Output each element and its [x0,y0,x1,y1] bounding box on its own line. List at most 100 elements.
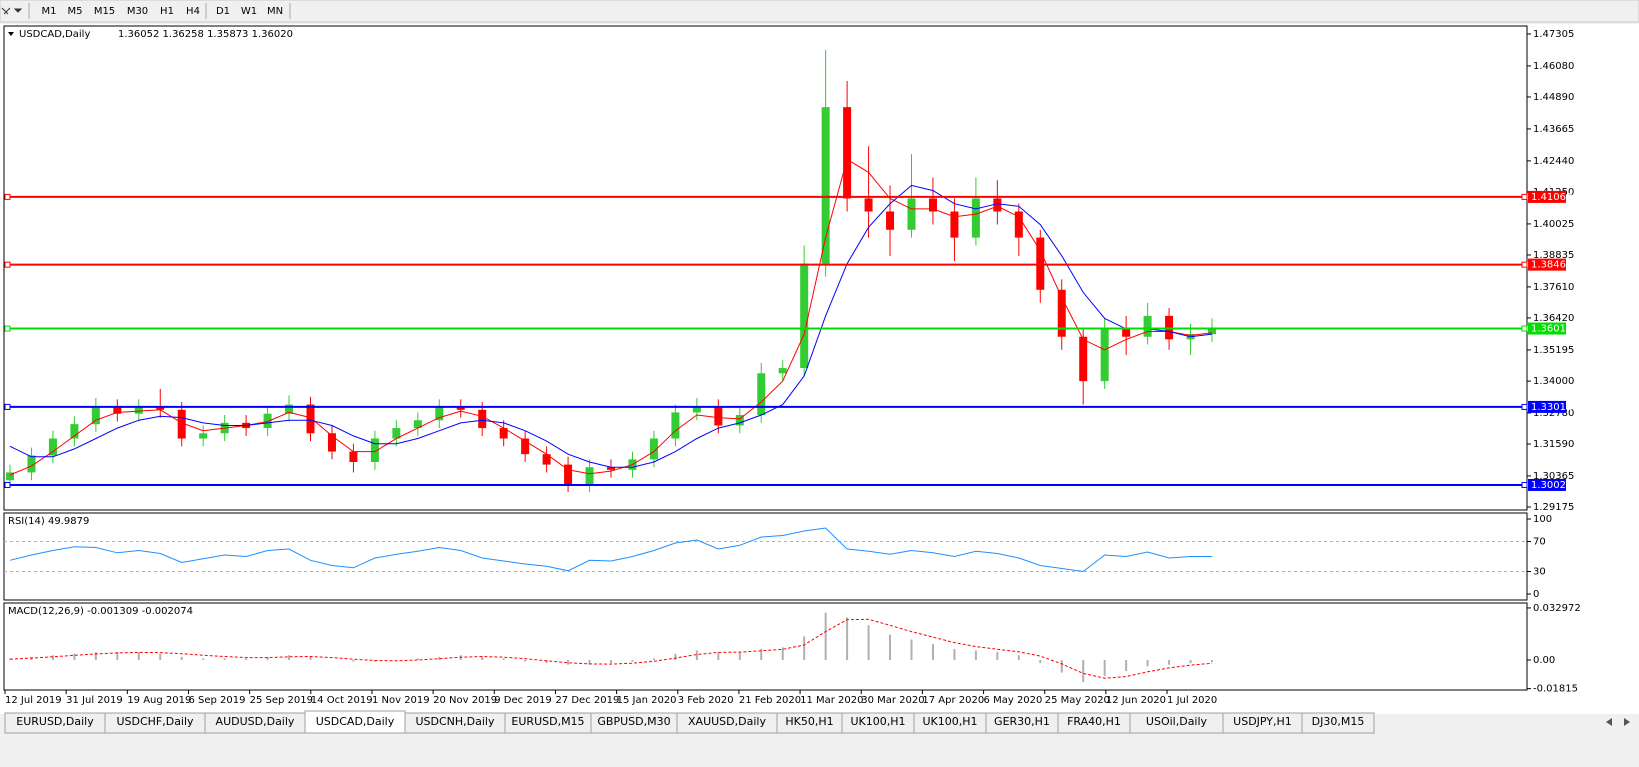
tab-label[interactable]: GBPUSD,M30 [597,715,670,728]
tab-label[interactable]: DJ30,M15 [1312,715,1365,728]
candle-body [91,407,100,425]
x-tick-label: 20 Nov 2019 [433,695,497,706]
y-tick-label: 0 [1533,589,1539,600]
y-tick-label: 1.38835 [1533,250,1574,261]
y-tick-label: 1.36420 [1533,313,1574,324]
x-tick-label: 6 Sep 2019 [188,695,245,706]
tab-label[interactable]: USDCNH,Daily [415,715,495,728]
tab-label[interactable]: HK50,H1 [785,715,833,728]
candle-body [821,107,830,264]
tab-label[interactable]: USDCAD,Daily [316,715,395,728]
tab-scroll-right[interactable] [1624,718,1630,726]
timeframe-button[interactable]: M1 [42,6,57,17]
tab[interactable] [1301,712,1375,734]
tab-label[interactable]: USDCHF,Daily [116,715,194,728]
candle-body [607,467,615,470]
x-tick-label: 14 Oct 2019 [311,695,373,706]
x-tick-label: 1 Nov 2019 [372,695,430,706]
candle-body [156,407,165,410]
y-tick-label: 1.31590 [1533,439,1574,450]
candle-body [6,472,14,481]
level-handle [4,261,11,268]
candle-body [327,433,336,452]
x-tick-label: 25 Sep 2019 [250,695,313,706]
tab-label[interactable]: FRA40,H1 [1067,715,1121,728]
level-handle [4,403,11,410]
candle-body [521,438,530,455]
candle-body [113,407,122,414]
x-tick-label: 27 Dec 2019 [555,695,619,706]
candle-body [1057,289,1066,337]
level-label: 1.30020 [1531,480,1572,491]
y-tick-label: 1.37610 [1533,282,1574,293]
timeframe-button[interactable]: H1 [160,6,174,17]
y-tick-label: 1.44890 [1533,92,1574,103]
toolbar [0,0,1639,23]
candle-body [285,404,294,414]
panel-frame [3,602,1528,691]
tab-label[interactable]: GER30,H1 [994,715,1050,728]
tab-label[interactable]: USDJPY,H1 [1233,715,1292,728]
tab-label[interactable]: EURUSD,M15 [511,715,584,728]
y-tick-label: -0.01815 [1533,684,1578,695]
candle-body [864,198,873,212]
chart-menu-icon[interactable] [8,32,14,36]
ohlc-values: 1.36052 1.36258 1.35873 1.36020 [118,29,293,40]
candle-body [1014,211,1023,238]
candle-body [134,407,143,414]
candle-body [649,438,658,460]
x-tick-label: 12 Jul 2019 [5,695,62,706]
indicator-line [9,158,1213,476]
timeframe-button[interactable]: W1 [241,6,257,17]
tab-label[interactable]: XAUUSD,Daily [688,715,766,728]
y-tick-label: 1.34000 [1533,376,1574,387]
indicator-line [9,527,1212,573]
level-label-box [1528,190,1566,203]
x-tick-label: 6 May 2020 [984,695,1043,706]
level-handle [1521,193,1528,200]
y-tick-label: 1.29175 [1533,502,1574,513]
timeframe-button[interactable]: D1 [216,6,230,17]
tab-label[interactable]: AUDUSD,Daily [216,715,295,728]
candle-body [1208,328,1216,335]
candle-body [971,198,980,238]
panel-title: USDCAD,Daily [19,29,90,40]
tab-label[interactable]: UK100,H1 [922,715,977,728]
candle-body [1122,328,1131,337]
y-tick-label: 0.00 [1533,655,1555,666]
candle-body [456,407,465,410]
candle-body [800,263,809,369]
timeframe-button[interactable]: M5 [68,6,83,17]
tab-label[interactable]: EURUSD,Daily [16,715,94,728]
level-label-box [1528,400,1566,413]
timeframe-button[interactable]: MN [267,6,283,17]
candle-body [843,107,852,199]
tab-label[interactable]: USOil,Daily [1146,715,1208,728]
candle-body [306,404,315,434]
candle-body [778,368,787,374]
x-tick-label: 15 Jan 2020 [617,695,677,706]
level-label: 1.33011 [1531,402,1572,413]
candle-body [499,428,508,439]
x-tick-label: 9 Dec 2019 [494,695,552,706]
level-handle [1521,481,1528,488]
timeframe-button[interactable]: M15 [94,6,115,17]
level-handle [4,481,11,488]
indicator-line [9,618,1213,679]
tab-label[interactable]: UK100,H1 [850,715,905,728]
candle-body [542,454,551,465]
indicator-line [9,184,1213,468]
tab-scroll-left[interactable] [1606,718,1612,726]
timeframe-button[interactable]: M30 [127,6,148,17]
x-tick-label: 21 Feb 2020 [739,695,801,706]
y-tick-label: 1.40025 [1533,219,1574,230]
panel-title: MACD(12,26,9) -0.001309 -0.002074 [8,606,193,617]
candle-body [714,407,723,426]
toolbar-icon[interactable] [1,7,23,15]
candle-body [671,412,680,439]
panel-frame [3,25,1528,511]
timeframe-button[interactable]: H4 [186,6,200,17]
candle-body [349,451,358,462]
candle-body [263,413,272,429]
